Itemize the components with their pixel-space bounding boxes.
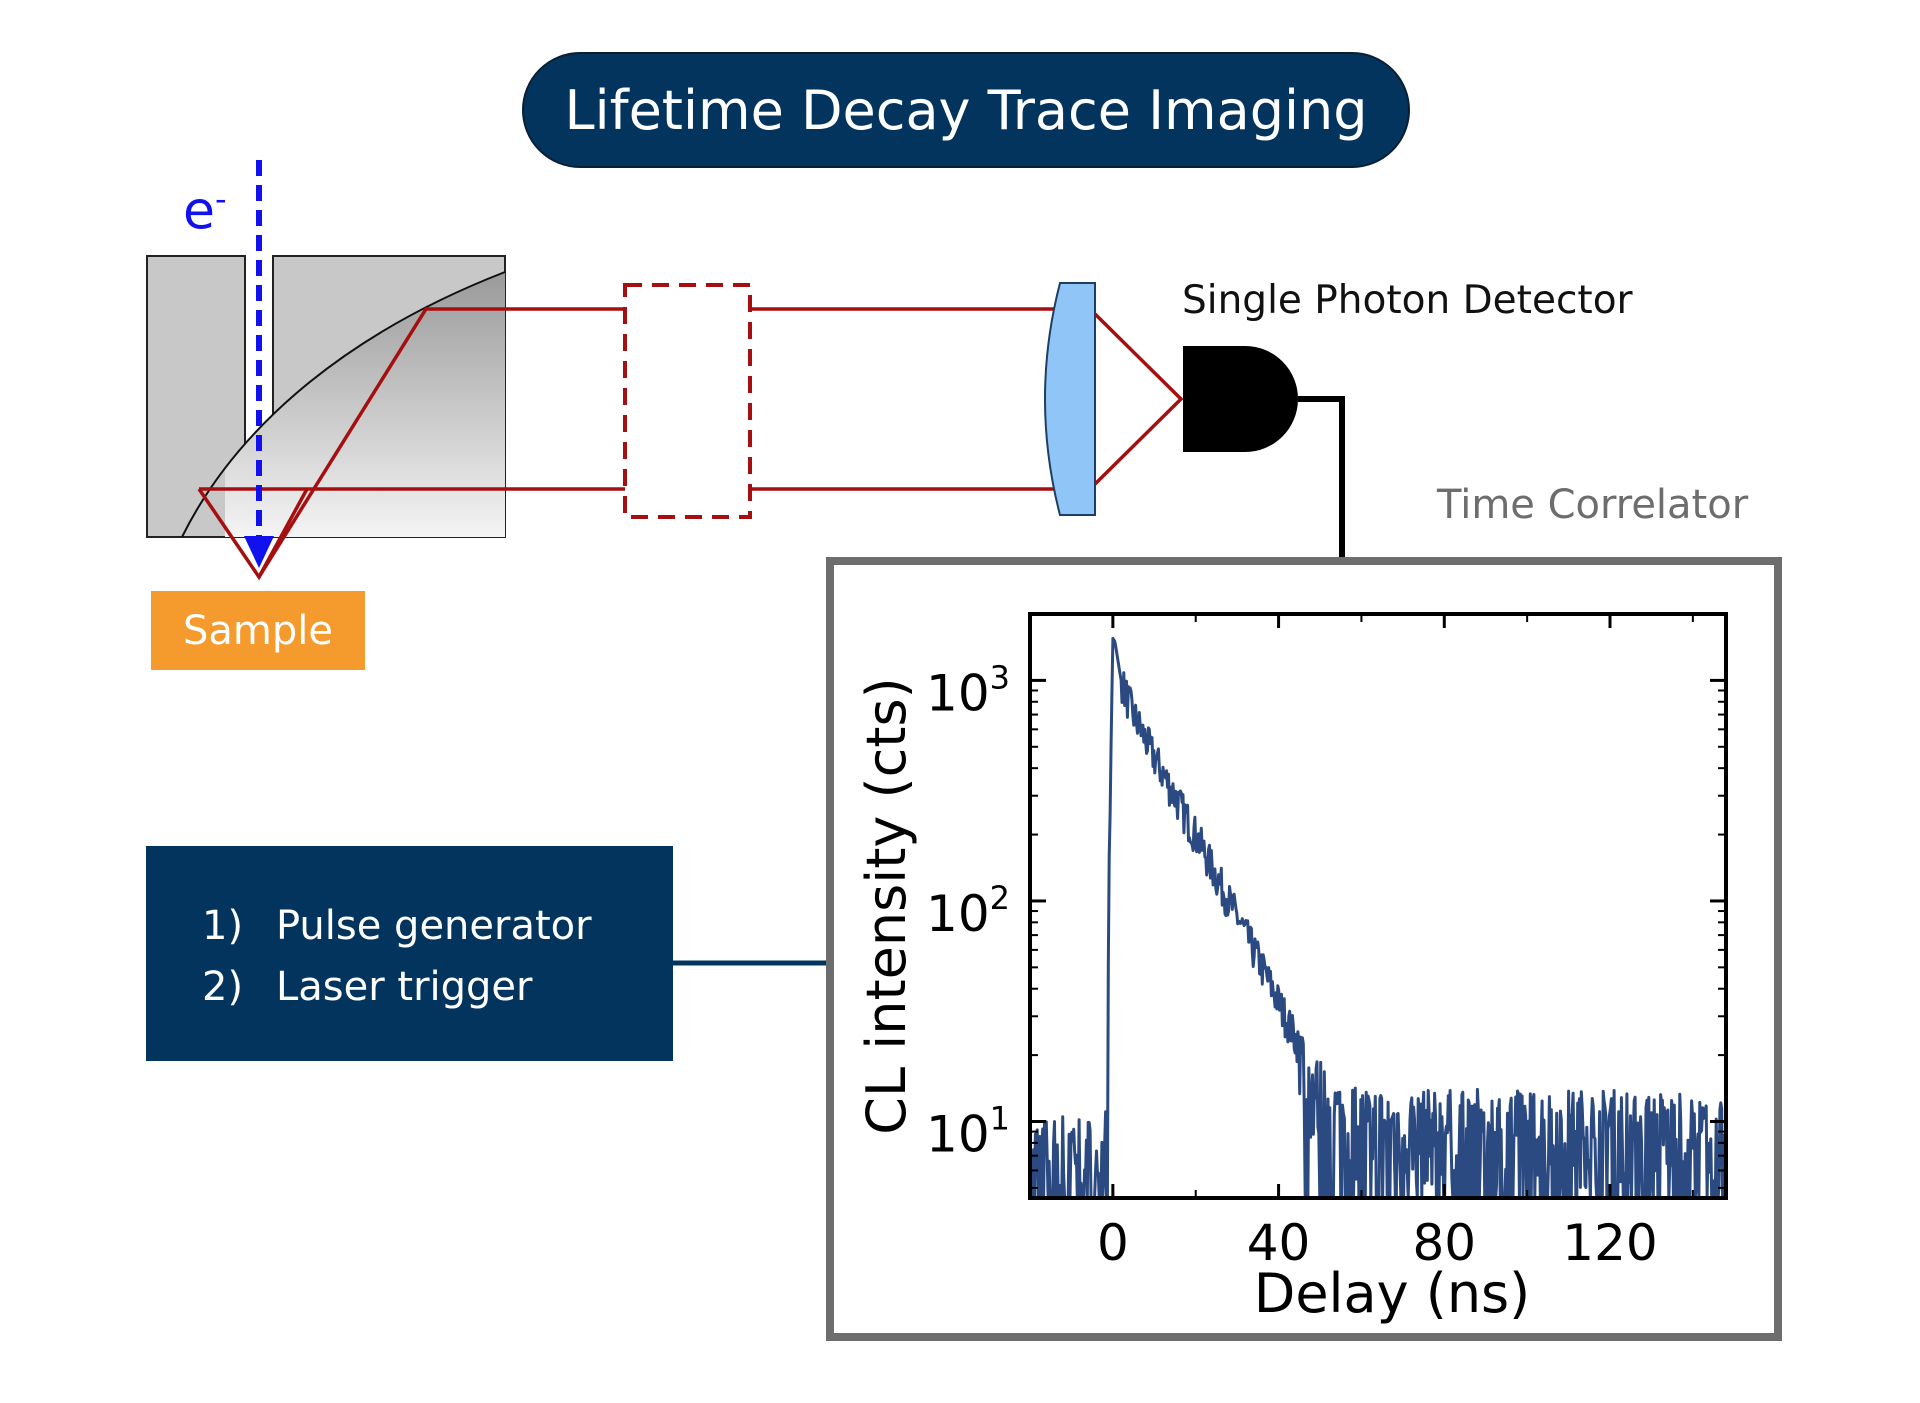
title-banner: Lifetime Decay Trace Imaging: [522, 52, 1410, 168]
correlator-label: Time Correlator: [1437, 482, 1749, 528]
sample-box: Sample: [151, 591, 365, 670]
beam-focus: [1088, 307, 1184, 491]
lens: [1044, 282, 1096, 516]
time-correlator-frame: [826, 557, 1782, 1341]
trigger-list: 1) Pulse generator 2) Laser trigger: [202, 896, 592, 1018]
trigger-item-text: Pulse generator: [276, 903, 592, 949]
x-tick-label: 40: [1247, 1214, 1311, 1272]
electron-symbol: e: [183, 181, 215, 242]
trigger-item-laser-trigger: 2) Laser trigger: [202, 957, 592, 1018]
beam-to-sample: [197, 488, 309, 581]
electron-beam-arrowhead: [244, 536, 274, 568]
y-axis-label: CL intensity (cts): [855, 677, 918, 1134]
optional-filter-box: [623, 283, 752, 519]
electron-beam: [244, 160, 274, 568]
cl-light-path: [197, 307, 1184, 581]
x-axis-label: Delay (ns): [1254, 1262, 1531, 1325]
x-tick-label: 120: [1562, 1214, 1657, 1272]
trigger-source-box: 1) Pulse generator 2) Laser trigger: [146, 846, 673, 1061]
detector-cable: [1298, 396, 1345, 557]
page-title: Lifetime Decay Trace Imaging: [564, 78, 1368, 142]
trigger-item-number: 1): [202, 903, 244, 949]
y-tick-label: 101: [926, 1100, 1010, 1164]
x-tick-label: 80: [1412, 1214, 1476, 1272]
trigger-item-number: 2): [202, 964, 244, 1010]
sample-label: Sample: [183, 607, 333, 654]
x-tick-label: 0: [1097, 1214, 1129, 1272]
decay-chart: 0 40 80 120 101 102 103 Delay (ns) CL intensit…: [855, 612, 1728, 1325]
mirror-interior: [225, 272, 505, 537]
tick-layer: 0 40 80 120 101 102 103: [926, 613, 1726, 1272]
trigger-item-text: Laser trigger: [276, 964, 533, 1010]
single-photon-detector-icon: [1183, 346, 1298, 452]
plot-frame: [1028, 612, 1728, 1200]
trigger-item-pulse-generator: 1) Pulse generator: [202, 896, 592, 957]
y-tick-label: 103: [926, 658, 1010, 722]
electron-label: e-: [183, 180, 227, 241]
electron-charge: -: [215, 180, 227, 218]
detector-label: Single Photon Detector: [1182, 278, 1633, 323]
y-tick-label: 102: [926, 879, 1010, 943]
